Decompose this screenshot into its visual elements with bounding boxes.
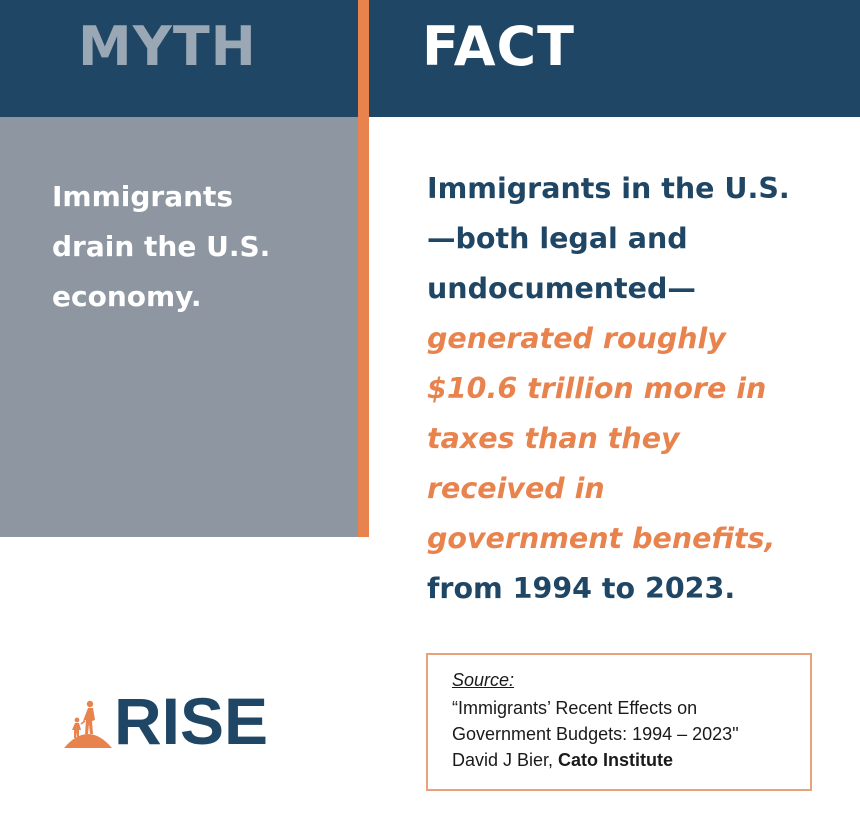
source-title-line: Government Budgets: 1994 – 2023" (452, 724, 739, 744)
fact-header-bar (369, 0, 860, 117)
myth-line: economy. (52, 280, 202, 313)
rise-logo: RISE (62, 684, 282, 758)
source-title-line: “Immigrants’ Recent Effects on (452, 698, 698, 718)
fact-highlight-line: received in (427, 472, 605, 505)
myth-heading: MYTH (78, 15, 257, 78)
source-box: Source: “Immigrants’ Recent Effects on G… (426, 653, 812, 791)
orange-divider (358, 0, 369, 537)
fact-line: from 1994 to 2023. (427, 572, 736, 605)
myth-statement: Immigrants drain the U.S. economy. (52, 172, 342, 322)
fact-line: —both legal and (427, 222, 688, 255)
fact-highlight-line: government benefits, (427, 522, 776, 555)
rise-logo-text: RISE (114, 684, 269, 758)
fact-highlight-line: taxes than they (427, 422, 680, 455)
fact-line: Immigrants in the U.S. (427, 172, 790, 205)
fact-heading: FACT (422, 15, 575, 78)
fact-line: undocumented— (427, 272, 696, 305)
fact-highlight-line: $10.6 trillion more in (427, 372, 767, 405)
myth-header-bar (0, 0, 358, 117)
rise-logo-icon (64, 700, 112, 748)
fact-statement: Immigrants in the U.S. —both legal and u… (427, 164, 847, 614)
myth-line: drain the U.S. (52, 230, 271, 263)
fact-highlight-line: generated roughly (427, 322, 726, 355)
source-organization: Cato Institute (558, 750, 674, 770)
myth-line: Immigrants (52, 180, 234, 213)
source-author: David J Bier, (452, 750, 559, 770)
source-label: Source: (452, 670, 515, 690)
source-attribution: David J Bier, Cato Institute (452, 747, 673, 773)
myth-panel (0, 117, 358, 537)
